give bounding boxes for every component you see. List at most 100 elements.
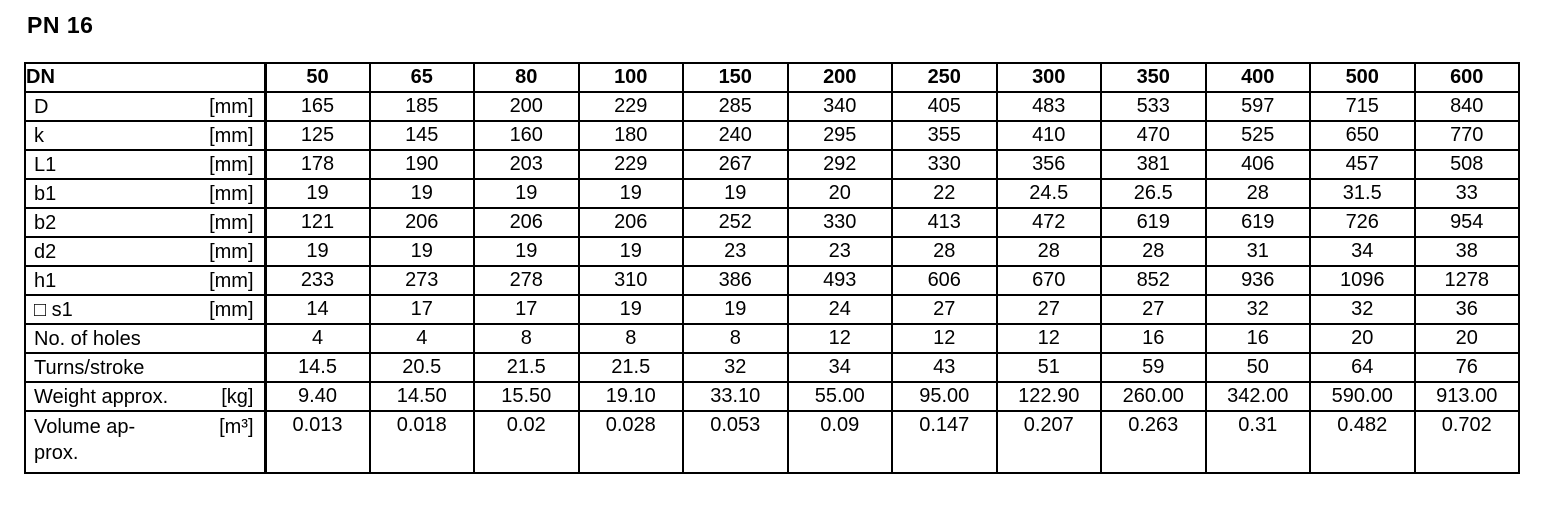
row-label: Weight approx. bbox=[34, 385, 169, 408]
cell-turns-stroke-65: 20.5 bbox=[368, 352, 475, 383]
pn16-dimensions-table: DN 50 65 80 100 150 200 250 300 350 400 500 600 D [m… bbox=[24, 62, 1520, 474]
row-unit: [mm] bbox=[209, 298, 254, 321]
cell-turns-stroke-100: 21.5 bbox=[577, 352, 684, 383]
cell-s1-350: 27 bbox=[1100, 294, 1207, 325]
cell-volume-ap-prox-65: 0.018 bbox=[368, 410, 475, 474]
column-header-dn-80: 80 bbox=[473, 62, 580, 93]
row-label: Volume ap- prox. bbox=[34, 416, 136, 464]
cell-d-150: 285 bbox=[682, 91, 789, 122]
cell-d-300: 483 bbox=[995, 91, 1102, 122]
cell-b1-250: 22 bbox=[891, 178, 998, 209]
cell-h1-600: 1278 bbox=[1413, 265, 1520, 296]
cell-b2-250: 413 bbox=[891, 207, 998, 238]
cell-d2-400: 31 bbox=[1204, 236, 1311, 267]
page-title: PN 16 bbox=[27, 12, 94, 38]
table-row-b1: b1 [mm] 19 19 19 19 19 20 22 24.5 26.5 28 31.5 33 bbox=[24, 178, 1520, 209]
cell-k-600: 770 bbox=[1413, 120, 1520, 151]
cell-d2-300: 28 bbox=[995, 236, 1102, 267]
cell-d-500: 715 bbox=[1309, 91, 1416, 122]
table-row-b2: b2 [mm] 121 206 206 206 252 330 413 472 619 619 726 9… bbox=[24, 207, 1520, 238]
cell-h1-100: 310 bbox=[577, 265, 684, 296]
cell-k-500: 650 bbox=[1309, 120, 1416, 151]
cell-turns-stroke-600: 76 bbox=[1413, 352, 1520, 383]
cell-h1-500: 1096 bbox=[1309, 265, 1416, 296]
cell-s1-50: 14 bbox=[264, 294, 371, 325]
cell-no-of-holes-100: 8 bbox=[577, 323, 684, 354]
cell-l1-150: 267 bbox=[682, 149, 789, 180]
column-header-dn-150: 150 bbox=[682, 62, 789, 93]
cell-b2-100: 206 bbox=[577, 207, 684, 238]
row-label: L1 bbox=[34, 153, 57, 176]
cell-b1-400: 28 bbox=[1204, 178, 1311, 209]
cell-d2-500: 34 bbox=[1309, 236, 1416, 267]
cell-volume-ap-prox-600: 0.702 bbox=[1413, 410, 1520, 474]
cell-volume-ap-prox-150: 0.053 bbox=[682, 410, 789, 474]
cell-volume-ap-prox-200: 0.09 bbox=[786, 410, 893, 474]
row-unit: [mm] bbox=[209, 153, 254, 176]
cell-l1-350: 381 bbox=[1100, 149, 1207, 180]
cell-d2-100: 19 bbox=[577, 236, 684, 267]
cell-b2-600: 954 bbox=[1413, 207, 1520, 238]
cell-s1-80: 17 bbox=[473, 294, 580, 325]
cell-volume-ap-prox-500: 0.482 bbox=[1309, 410, 1416, 474]
cell-weight-approx-150: 33.10 bbox=[682, 381, 789, 412]
cell-l1-500: 457 bbox=[1309, 149, 1416, 180]
row-label-cell-b2: b2 [mm] bbox=[24, 207, 267, 238]
cell-b1-600: 33 bbox=[1413, 178, 1520, 209]
row-unit: [mm] bbox=[209, 269, 254, 292]
cell-d-80: 200 bbox=[473, 91, 580, 122]
cell-turns-stroke-300: 51 bbox=[995, 352, 1102, 383]
row-label-cell-turns-stroke: Turns/stroke bbox=[24, 352, 267, 383]
cell-no-of-holes-65: 4 bbox=[368, 323, 475, 354]
cell-h1-80: 278 bbox=[473, 265, 580, 296]
cell-b1-200: 20 bbox=[786, 178, 893, 209]
table-row-turns-stroke: Turns/stroke 14.5 20.5 21.5 21.5 32 34 43 51 59 50… bbox=[24, 352, 1520, 383]
cell-s1-100: 19 bbox=[577, 294, 684, 325]
cell-h1-250: 606 bbox=[891, 265, 998, 296]
cell-d-400: 597 bbox=[1204, 91, 1311, 122]
cell-turns-stroke-500: 64 bbox=[1309, 352, 1416, 383]
column-header-dn-200: 200 bbox=[786, 62, 893, 93]
row-unit: [mm] bbox=[209, 240, 254, 263]
cell-l1-50: 178 bbox=[264, 149, 371, 180]
cell-d2-150: 23 bbox=[682, 236, 789, 267]
cell-s1-500: 32 bbox=[1309, 294, 1416, 325]
cell-weight-approx-400: 342.00 bbox=[1204, 381, 1311, 412]
cell-b2-65: 206 bbox=[368, 207, 475, 238]
cell-weight-approx-300: 122.90 bbox=[995, 381, 1102, 412]
row-label-cell-d2: d2 [mm] bbox=[24, 236, 267, 267]
cell-l1-600: 508 bbox=[1413, 149, 1520, 180]
cell-no-of-holes-250: 12 bbox=[891, 323, 998, 354]
cell-b2-500: 726 bbox=[1309, 207, 1416, 238]
table-row-s1: □ s1 [mm] 14 17 17 19 19 24 27 27 27 32 32 36 bbox=[24, 294, 1520, 325]
cell-d2-250: 28 bbox=[891, 236, 998, 267]
row-unit: [mm] bbox=[209, 182, 254, 205]
cell-h1-50: 233 bbox=[264, 265, 371, 296]
cell-h1-300: 670 bbox=[995, 265, 1102, 296]
cell-volume-ap-prox-350: 0.263 bbox=[1100, 410, 1207, 474]
cell-s1-300: 27 bbox=[995, 294, 1102, 325]
cell-b1-50: 19 bbox=[264, 178, 371, 209]
cell-d2-600: 38 bbox=[1413, 236, 1520, 267]
cell-volume-ap-prox-250: 0.147 bbox=[891, 410, 998, 474]
cell-weight-approx-65: 14.50 bbox=[368, 381, 475, 412]
cell-b1-300: 24.5 bbox=[995, 178, 1102, 209]
cell-no-of-holes-80: 8 bbox=[473, 323, 580, 354]
cell-volume-ap-prox-80: 0.02 bbox=[473, 410, 580, 474]
cell-s1-250: 27 bbox=[891, 294, 998, 325]
table-row-d: D [mm] 165 185 200 229 285 340 405 483 533 597 715 84… bbox=[24, 91, 1520, 122]
row-unit: [mm] bbox=[209, 124, 254, 147]
cell-no-of-holes-500: 20 bbox=[1309, 323, 1416, 354]
cell-no-of-holes-600: 20 bbox=[1413, 323, 1520, 354]
row-label-cell-weight-approx: Weight approx. [kg] bbox=[24, 381, 267, 412]
column-header-dn-600: 600 bbox=[1413, 62, 1520, 93]
cell-volume-ap-prox-400: 0.31 bbox=[1204, 410, 1311, 474]
corner-header-dn: DN bbox=[24, 62, 267, 93]
cell-weight-approx-350: 260.00 bbox=[1100, 381, 1207, 412]
cell-weight-approx-200: 55.00 bbox=[786, 381, 893, 412]
cell-d-65: 185 bbox=[368, 91, 475, 122]
cell-weight-approx-50: 9.40 bbox=[264, 381, 371, 412]
cell-weight-approx-100: 19.10 bbox=[577, 381, 684, 412]
cell-weight-approx-80: 15.50 bbox=[473, 381, 580, 412]
cell-k-100: 180 bbox=[577, 120, 684, 151]
